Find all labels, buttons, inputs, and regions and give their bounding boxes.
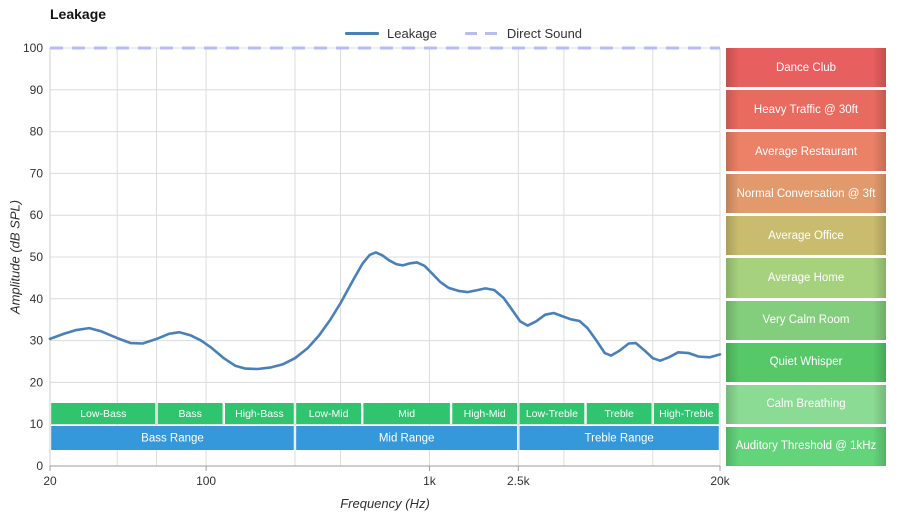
noise-band-label-average-home: Average Home	[767, 272, 845, 285]
band-high-bass	[224, 403, 294, 424]
noise-band-label-normal-conversation-3ft: Normal Conversation @ 3ft	[736, 187, 876, 200]
band-label-high-mid: High-Mid	[464, 408, 506, 420]
y-tick-label: 60	[30, 208, 44, 222]
band-label-treble: Treble	[604, 408, 634, 420]
noise-band-quiet-whisper: Quiet Whisper	[726, 342, 886, 382]
x-axis-title: Frequency (Hz)	[340, 496, 430, 511]
band-high-mid	[452, 403, 518, 424]
noise-band-heavy-traffic-30ft: Heavy Traffic @ 30ft	[726, 90, 886, 130]
noise-band-very-calm-room: Very Calm Room	[726, 300, 886, 340]
legend-item-leakage[interactable]: Leakage	[345, 26, 437, 41]
leakage-line-swatch	[345, 32, 379, 35]
noise-band-average-restaurant: Average Restaurant	[726, 132, 886, 172]
range-label-mid-range: Mid Range	[379, 433, 435, 445]
x-tick-label: 2.5k	[507, 474, 531, 488]
range-mid-range	[296, 426, 518, 450]
band-high-treble	[653, 403, 719, 424]
noise-band-dance-club: Dance Club	[726, 48, 886, 88]
band-label-high-bass: High-Bass	[235, 408, 283, 420]
noise-band-label-heavy-traffic-30ft: Heavy Traffic @ 30ft	[753, 103, 859, 116]
y-tick-label: 50	[30, 250, 44, 264]
noise-band-normal-conversation-3ft: Normal Conversation @ 3ft	[726, 174, 886, 214]
noise-band-label-auditory-threshold-1khz: Auditory Threshold @ 1kHz	[735, 440, 877, 453]
noise-band-label-dance-club: Dance Club	[775, 61, 837, 74]
band-label-low-treble: Low-Treble	[526, 408, 578, 420]
band-treble	[586, 403, 652, 424]
x-tick-label: 100	[196, 474, 216, 488]
band-low-mid	[296, 403, 362, 424]
noise-band-average-office: Average Office	[726, 216, 886, 256]
noise-band-label-very-calm-room: Very Calm Room	[762, 314, 850, 327]
band-label-high-treble: High-Treble	[659, 408, 714, 420]
y-tick-label: 90	[30, 83, 44, 97]
chart-legend: Leakage Direct Sound	[345, 26, 582, 41]
range-treble-range	[519, 426, 719, 450]
y-tick-label: 10	[30, 417, 44, 431]
noise-band-label-quiet-whisper: Quiet Whisper	[769, 356, 843, 369]
noise-band-auditory-threshold-1khz: Auditory Threshold @ 1kHz	[726, 426, 886, 466]
band-low-bass	[51, 403, 156, 424]
direct-sound-line-swatch	[464, 32, 499, 35]
band-mid	[363, 403, 450, 424]
x-tick-label: 1k	[423, 474, 437, 488]
noise-band-average-home: Average Home	[726, 258, 886, 298]
noise-band-calm-breathing: Calm Breathing	[726, 384, 886, 424]
noise-band-label-calm-breathing: Calm Breathing	[766, 398, 846, 411]
noise-reference-panel: Dance Club Heavy Traffic @ 30ft Average Re…	[726, 48, 886, 466]
noise-band-label-average-office: Average Office	[768, 229, 844, 242]
band-label-mid: Mid	[398, 408, 415, 420]
y-tick-label: 70	[30, 166, 44, 180]
y-tick-label: 30	[30, 334, 44, 348]
y-tick-label: 100	[23, 41, 43, 55]
band-bass	[157, 403, 223, 424]
range-label-bass-range: Bass Range	[141, 433, 204, 445]
band-label-low-bass: Low-Bass	[80, 408, 126, 420]
band-label-bass: Bass	[179, 408, 202, 420]
band-label-low-mid: Low-Mid	[309, 408, 349, 420]
legend-label-direct-sound: Direct Sound	[506, 26, 583, 41]
noise-band-label-average-restaurant: Average Restaurant	[754, 145, 858, 158]
x-tick-label: 20k	[710, 474, 730, 488]
legend-item-direct-sound[interactable]: Direct Sound	[464, 26, 583, 41]
y-tick-label: 40	[30, 292, 44, 306]
y-tick-label: 0	[36, 459, 43, 473]
range-label-treble-range: Treble Range	[585, 433, 654, 445]
chart-title: Leakage	[50, 6, 107, 22]
legend-label-leakage: Leakage	[387, 26, 437, 41]
y-tick-label: 20	[30, 375, 44, 389]
y-tick-label: 80	[30, 125, 44, 139]
y-axis-title: Amplitude (dB SPL)	[7, 199, 23, 315]
leakage-curve	[48, 251, 722, 371]
band-low-treble	[519, 403, 585, 424]
x-tick-label: 20	[43, 474, 57, 488]
range-bass-range	[51, 426, 294, 450]
